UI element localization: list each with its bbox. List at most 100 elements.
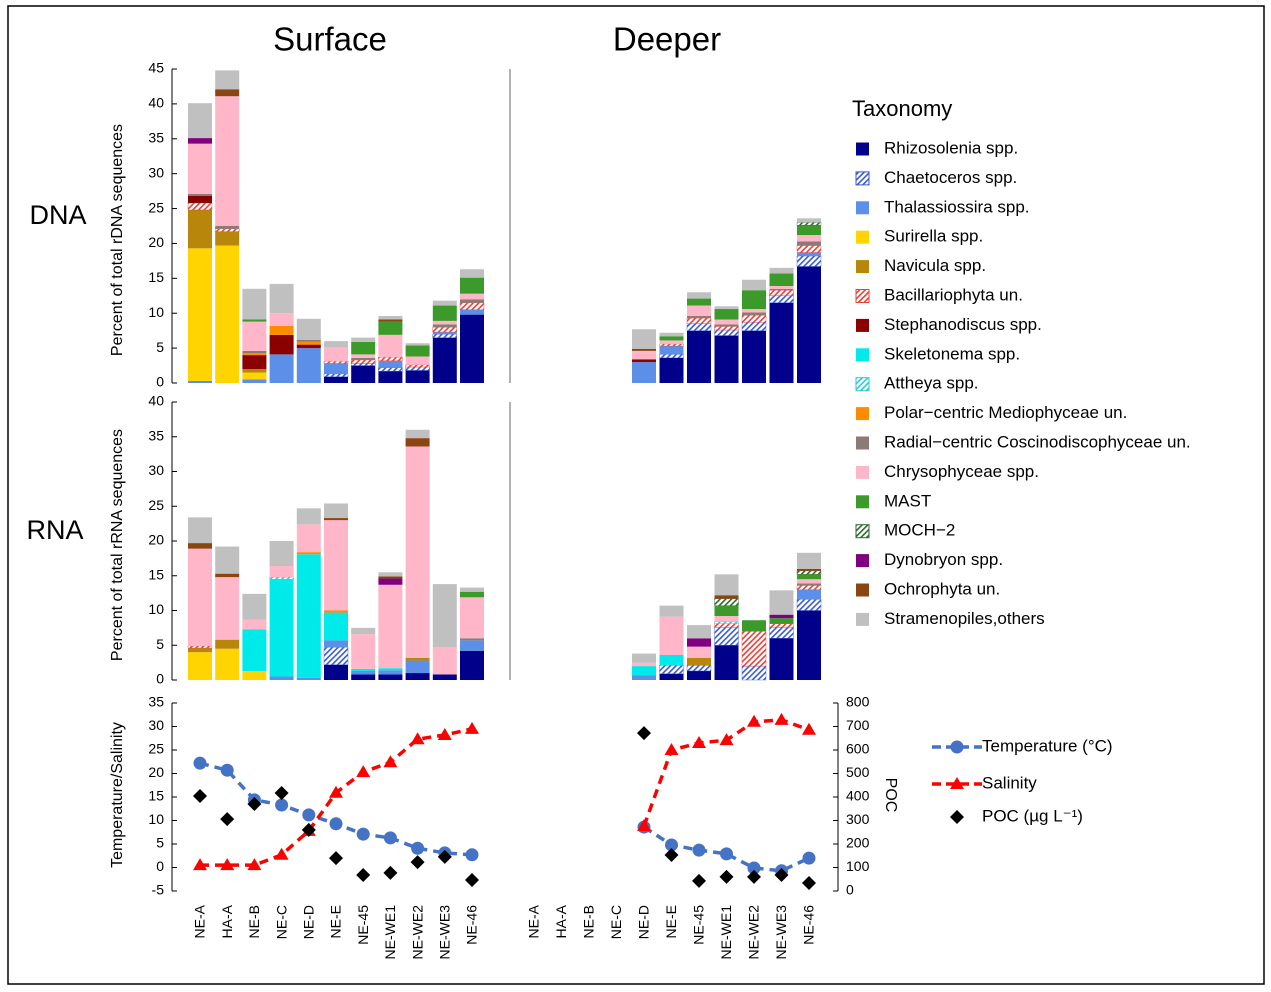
bar-segment [714,598,739,606]
bar-segment [324,610,348,613]
bar-segment [378,371,403,383]
y-tick-label: 25 [148,199,164,215]
bar-segment [659,673,684,680]
data-point [747,714,761,727]
legend-label: Ochrophyta un. [884,579,1000,598]
bar-segment [269,325,294,335]
bar-segment [378,576,403,579]
bar-segment [687,298,711,306]
legend-swatch [856,230,869,244]
x-tick-label: HA-A [553,904,569,938]
bar-segment [378,321,403,335]
bar-segment [296,339,321,342]
bar-segment [659,616,684,655]
data-point [774,868,789,883]
legend-swatch [856,583,869,597]
bar-segment [405,366,430,371]
bar-segment [797,235,821,242]
bar-segment [242,288,267,320]
bar-segment [769,626,794,639]
bar-segment [296,524,321,553]
bar-segment [432,300,457,306]
y-tick-label: 400 [846,788,870,804]
bar-segment [242,352,267,356]
data-point [383,831,397,845]
bar-segment [686,323,712,331]
data-point [356,827,370,841]
data-point [802,851,816,865]
legend-label: Attheya spp. [884,374,979,393]
bar-segment [714,306,739,310]
series-line [199,761,810,873]
y-tick-label: 0 [156,374,164,390]
bar-segment [460,314,484,383]
y-tick-label: 0 [156,858,164,874]
bar-segment [242,593,267,620]
bar-segment [188,193,212,196]
bar-segment [215,648,240,680]
bar-segment [432,305,457,321]
bar-segment [432,647,457,675]
bar-segment [632,348,656,351]
bar-segment [242,629,267,671]
bar-segment [797,583,821,586]
y-tick-label: 20 [148,234,164,250]
bar-segment [432,332,457,335]
bar-segment [188,648,212,653]
y2-axis-label: POC [882,778,899,813]
bar-segment [269,576,294,580]
legend-label: MAST [884,491,931,510]
bar-segment [659,332,684,337]
bar-segment [351,670,376,675]
y-tick-label: 30 [148,462,164,478]
data-point [637,819,651,832]
data-point [247,858,262,871]
bar-segment [632,359,656,363]
bar-segment [215,70,240,90]
legend-swatch [856,612,869,626]
data-point [747,869,761,884]
bar-segment [769,295,794,303]
legend-label: Temperature (°C) [982,736,1113,755]
y-tick-label: 700 [846,717,870,733]
bar-segment [796,255,822,267]
y-tick-label: 5 [156,636,164,652]
bar-segment [405,343,430,346]
legend-label: POC (µg L⁻¹) [982,806,1083,825]
legend-swatch [856,495,869,509]
legend-swatch [856,554,869,568]
bar-segment [659,346,684,355]
y-tick-label: 40 [148,393,164,409]
bar-segment [632,362,656,383]
legend-label: Stephanodiscus spp. [884,315,1042,334]
legend-swatch [856,142,869,156]
data-point [411,841,425,855]
data-point [193,789,207,804]
x-tick-label: NE-B [246,905,262,938]
legend-swatch [855,171,870,186]
bar-segment [215,245,240,383]
bar-segment [405,364,430,368]
legend-label: Polar−centric Mediophyceae un. [884,403,1127,422]
data-point [274,847,289,860]
bar-segment [714,329,739,336]
data-point [719,733,734,746]
data-point [692,735,706,748]
y-tick-label: 20 [148,532,164,548]
y-tick-label: 5 [156,339,164,355]
bar-segment [405,438,430,447]
bar-segment [324,664,348,680]
bar-segment [797,574,821,580]
bar-segment [797,589,821,600]
data-point [220,858,235,871]
bar-segment [797,568,821,571]
bar-segment [269,313,294,326]
bar-segment [769,302,794,383]
bar-segment [296,508,321,525]
bar-segment [188,652,212,680]
data-point [193,858,207,871]
y-tick-label: 35 [148,694,164,710]
y-tick-label: 200 [846,835,870,851]
bar-segment [797,610,821,680]
